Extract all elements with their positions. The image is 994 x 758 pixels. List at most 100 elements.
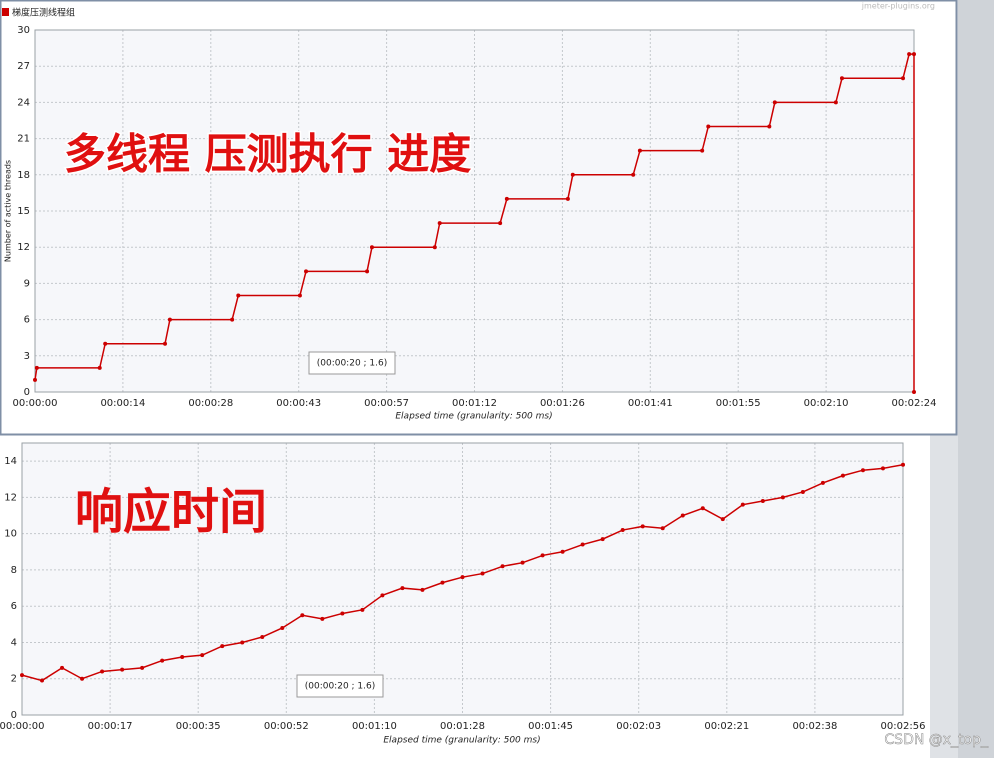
data-point (365, 269, 370, 274)
x-tick-label: 00:01:26 (540, 398, 585, 409)
plot-frame (21, 442, 904, 716)
x-tick-label: 00:00:17 (88, 721, 133, 732)
data-point (700, 506, 705, 511)
tooltip (296, 674, 384, 698)
data-point (260, 635, 265, 640)
data-point (706, 124, 711, 129)
y-tick-label: 14 (4, 456, 17, 467)
x-tick-label: 00:02:03 (616, 721, 661, 732)
data-point (600, 537, 605, 542)
y-tick-label: 9 (24, 278, 30, 289)
y-tick-label: 15 (17, 206, 30, 217)
data-point (680, 513, 685, 518)
data-line (34, 53, 915, 392)
x-tick-label: 00:00:35 (176, 721, 221, 732)
data-point (60, 665, 65, 670)
data-point (33, 377, 37, 382)
y-tick-label: 2 (11, 674, 17, 685)
x-tick-label: 00:02:24 (892, 398, 937, 409)
data-point (300, 613, 305, 618)
data-point (230, 317, 235, 322)
data-point (620, 528, 625, 533)
data-point (631, 172, 636, 177)
data-point (437, 221, 442, 226)
data-point (500, 564, 505, 569)
x-tick-label: 00:01:10 (352, 721, 397, 732)
data-point (400, 586, 405, 591)
data-point (912, 52, 916, 57)
data-point (304, 269, 309, 274)
data-point (369, 245, 374, 250)
y-tick-label: 18 (17, 170, 30, 181)
data-point (840, 473, 845, 478)
side-strip (958, 0, 994, 758)
tooltip-text: (00:00:20 ; 1.6) (305, 682, 376, 692)
data-point (820, 480, 825, 485)
data-point (100, 669, 105, 674)
y-tick-label: 6 (11, 601, 17, 612)
data-point (80, 676, 85, 681)
data-point (907, 52, 912, 57)
data-point (180, 654, 185, 659)
data-point (340, 611, 345, 616)
y-tick-label: 30 (17, 25, 30, 36)
tooltip (308, 351, 396, 375)
data-point (901, 462, 905, 467)
x-tick-label: 00:01:55 (716, 398, 761, 409)
data-point (120, 667, 125, 672)
data-point (380, 593, 385, 598)
data-point (504, 196, 509, 201)
data-point (440, 580, 445, 585)
data-point (360, 607, 365, 612)
x-axis-label: Elapsed time (granularity: 500 ms) (383, 736, 540, 746)
data-point (560, 549, 565, 554)
x-tick-label: 00:01:45 (528, 721, 573, 732)
data-point (320, 616, 325, 621)
data-point (772, 100, 777, 105)
y-tick-label: 3 (24, 351, 30, 362)
x-axis-label: Elapsed time (granularity: 500 ms) (395, 412, 552, 422)
data-point (839, 76, 844, 81)
data-point (163, 341, 168, 346)
data-point (860, 468, 865, 473)
data-point (34, 365, 39, 370)
x-tick-label: 00:01:41 (628, 398, 673, 409)
data-point (740, 502, 745, 507)
x-tick-label: 00:00:00 (0, 721, 44, 732)
y-axis-label: Number of active threads (4, 160, 13, 262)
x-tick-label: 00:01:12 (452, 398, 497, 409)
data-point (565, 196, 570, 201)
data-point (780, 495, 785, 500)
data-point (580, 542, 585, 547)
data-point (912, 390, 916, 394)
annotation: 响应时间 (75, 484, 267, 540)
data-point (460, 575, 465, 580)
data-point (767, 124, 772, 129)
legend-swatch (2, 8, 9, 16)
x-tick-label: 00:01:28 (440, 721, 485, 732)
x-tick-label: 00:00:00 (13, 398, 58, 409)
y-tick-label: 6 (24, 315, 30, 326)
y-tick-label: 21 (17, 134, 30, 145)
data-point (236, 293, 241, 298)
y-tick-label: 24 (17, 97, 30, 108)
data-point (420, 587, 425, 592)
data-point (240, 640, 245, 645)
data-point (570, 172, 575, 177)
x-tick-label: 00:02:38 (792, 721, 837, 732)
x-tick-label: 00:00:14 (100, 398, 145, 409)
data-point (20, 673, 24, 678)
tooltip-text: (00:00:20 ; 1.6) (317, 359, 388, 369)
y-tick-label: 10 (4, 529, 17, 540)
data-point (833, 100, 838, 105)
x-tick-label: 00:00:57 (364, 398, 409, 409)
y-tick-label: 8 (11, 565, 17, 576)
data-point (660, 526, 665, 531)
data-point (432, 245, 437, 250)
data-point (160, 658, 165, 663)
data-point (140, 665, 145, 670)
data-point (220, 644, 225, 649)
x-tick-label: 00:00:28 (188, 398, 233, 409)
